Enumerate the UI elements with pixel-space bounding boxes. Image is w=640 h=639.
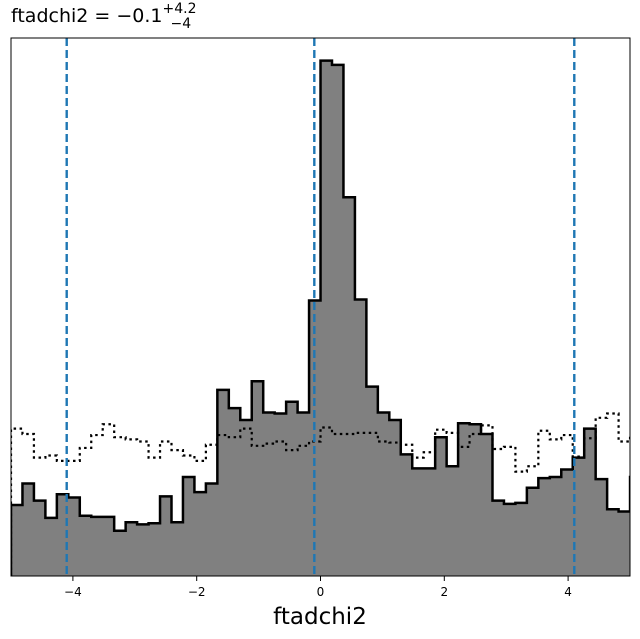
histogram-bar xyxy=(217,389,230,576)
histogram-bar xyxy=(320,60,333,576)
histogram-bar xyxy=(423,468,436,576)
histogram-bar xyxy=(194,492,207,576)
histogram-bar xyxy=(492,500,505,576)
histogram-bar xyxy=(228,408,241,576)
histogram-bar xyxy=(607,509,619,576)
histogram-bar xyxy=(114,530,127,576)
histogram-bar xyxy=(79,515,92,576)
histogram-bar xyxy=(584,428,597,576)
histogram-bar xyxy=(503,503,516,576)
histogram-bar xyxy=(412,468,425,576)
histogram-bar xyxy=(561,469,574,576)
plot-content xyxy=(11,38,640,576)
histogram-bar xyxy=(251,381,264,576)
histogram-bar xyxy=(125,522,138,576)
x-tick-label: −4 xyxy=(64,585,82,599)
histogram-bar xyxy=(205,483,218,576)
chart-title-lower: −4 xyxy=(171,16,192,32)
histogram-bar xyxy=(572,457,585,576)
histogram-bar xyxy=(263,412,276,576)
histogram-bar xyxy=(91,516,104,576)
x-tick-label: 4 xyxy=(564,585,572,599)
chart-title-upper: +4.2 xyxy=(163,1,197,17)
histogram-bar xyxy=(549,477,562,576)
histogram-bar xyxy=(538,478,551,576)
histogram-bar xyxy=(45,517,58,576)
histogram-bar xyxy=(240,419,253,576)
histogram-bar xyxy=(171,522,184,576)
histogram-bar xyxy=(595,479,608,576)
x-tick-label: 0 xyxy=(317,585,325,599)
histogram-bar xyxy=(630,477,640,576)
histogram-bar xyxy=(618,511,630,576)
histogram-bar xyxy=(68,497,81,576)
histogram-bar xyxy=(160,496,172,576)
histogram-bar xyxy=(458,423,470,576)
histogram-bar xyxy=(389,419,402,576)
x-tick-label: 2 xyxy=(440,585,448,599)
histogram-bar xyxy=(400,454,413,576)
chart-title: ftadchi2 = −0.1+4.2 −4 xyxy=(11,1,197,32)
histogram-bar xyxy=(446,466,459,576)
histogram-bar xyxy=(354,299,367,576)
histogram-bar xyxy=(274,413,287,576)
histogram-bar xyxy=(102,516,115,576)
histogram-bar xyxy=(526,487,539,576)
x-tick-label: −2 xyxy=(188,585,206,599)
x-axis: −4 −2 0 2 4 xyxy=(64,576,572,599)
chart-title-prefix: ftadchi2 = −0.1 xyxy=(11,5,163,27)
histogram-bar xyxy=(515,502,528,576)
histogram-bar xyxy=(33,500,46,576)
histogram-bar xyxy=(377,412,390,576)
histogram-bar xyxy=(481,433,493,576)
histogram-bar xyxy=(137,524,149,576)
plot-area xyxy=(10,37,640,577)
histogram-bar xyxy=(297,412,310,576)
histogram-bar xyxy=(366,386,379,576)
histogram-bar xyxy=(435,437,448,576)
histogram-outline xyxy=(11,59,630,576)
histogram-bar xyxy=(22,483,35,576)
histogram-bar xyxy=(343,197,356,576)
histogram-bar xyxy=(469,424,482,576)
histogram-bar xyxy=(11,504,23,576)
x-axis-title: ftadchi2 xyxy=(273,604,367,630)
histogram-bar xyxy=(56,494,69,576)
histogram-bar xyxy=(286,401,298,576)
histogram-bar xyxy=(182,477,195,576)
histogram-bar xyxy=(331,64,344,576)
histogram-bar xyxy=(148,523,161,576)
